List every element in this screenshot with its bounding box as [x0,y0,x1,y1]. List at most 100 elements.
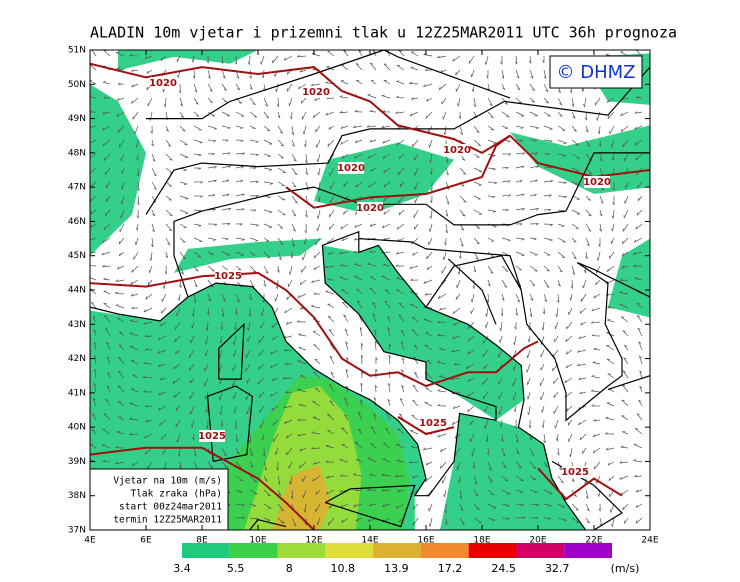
wind-arrow-head [499,339,501,343]
wind-arrow [412,475,419,479]
wind-arrow-head [288,271,291,275]
wind-arrow-head [276,104,279,107]
wind-arrow [369,503,377,507]
wind-arrow-head [396,459,400,461]
wind-arrow-head [508,153,511,156]
wind-arrow [193,97,199,105]
wind-arrow-head [619,291,623,293]
wind-arrow-head [624,344,628,347]
wind-arrow-head [578,377,582,380]
wind-arrow [605,417,615,421]
wind-arrow-head [485,324,487,328]
wind-arrow-head [299,281,302,286]
wind-arrow-head [598,243,601,247]
wind-arrow-head [544,299,547,303]
coastline [607,375,650,390]
wind-arrow [354,153,363,159]
wind-arrow-head [611,523,613,527]
wind-arrow [635,489,643,493]
wind-arrow [515,111,525,117]
wind-arrow [263,181,273,184]
wind-arrow-head [220,60,224,64]
wind-arrow [539,377,545,387]
wind-arrow [151,195,157,203]
wind-arrow [291,195,298,204]
wind-arrow [219,349,223,359]
wind-arrow [367,263,377,267]
wind-arrow [249,139,259,143]
wind-arrow-head [398,519,401,523]
wind-arrow-head [372,313,376,316]
wind-arrow-head [437,404,441,407]
lat-label: 50N [68,80,86,90]
wind-arrow [585,517,590,524]
wind-arrow [106,356,111,365]
wind-arrow-head [452,310,455,315]
wind-arrow-head [488,468,492,471]
wind-arrow-head [553,380,555,384]
wind-arrow [593,348,601,351]
wind-arrow-head [461,228,465,231]
wind-arrow-head [136,173,139,176]
wind-arrow-head [398,302,402,305]
wind-arrow [486,307,489,317]
wind-arrow-head [429,215,432,219]
lon-label: 18E [473,536,490,546]
wind-arrow [260,321,265,329]
wind-arrow [263,125,271,131]
isobar [537,467,623,501]
wind-arrow-head [219,340,222,344]
wind-arrow [193,111,200,117]
wind-arrow-head [131,269,133,273]
wind-arrow [325,445,335,449]
wind-arrow [355,489,363,491]
wind-arrow-head [633,264,637,267]
wind-arrow [165,153,173,161]
wind-arrow-head [291,144,295,147]
wind-arrow [221,223,231,225]
wind-arrow [315,503,321,512]
wind-arrow-head [637,197,640,201]
wind-arrow-head [175,407,177,411]
wind-arrow [529,125,539,129]
wind-arrow [144,433,153,439]
wind-arrow-head [136,157,139,161]
copyright-box [549,55,643,89]
legend-swatch [182,543,230,558]
wind-arrow [501,433,504,442]
wind-arrow [90,264,97,267]
wind-arrow-head [411,97,414,100]
wind-arrow-head [453,322,456,326]
wind-arrow-head [177,297,180,301]
wind-arrow [597,251,601,261]
wind-arrow [345,341,349,351]
wind-arrow [501,251,509,256]
wind-arrow-head [425,115,428,119]
wind-arrow [277,223,284,229]
wind-arrow [457,461,461,471]
wind-arrow [571,125,577,132]
wind-arrow [263,97,269,107]
wind-arrow [395,475,405,477]
wind-arrow [235,265,242,270]
coastline [249,519,287,530]
wind-arrow-head [225,139,229,142]
wind-arrow-head [129,432,133,436]
wind-arrow [175,405,181,412]
wind-arrow-head [145,419,148,423]
wind-arrow-head [373,413,377,416]
wind-arrow-head [183,183,187,185]
wind-arrow [106,181,111,188]
wind-arrow [385,427,391,435]
wind-arrow [339,459,349,463]
wind-arrow-head [493,226,497,228]
wind-arrow-head [438,86,441,90]
wind-arrow [473,209,483,215]
wind-arrow [445,517,448,525]
wind-arrow [341,289,349,295]
wind-arrow [340,125,349,129]
wind-arrow [193,83,198,93]
wind-arrow [193,307,195,317]
legend-label: 13.9 [384,562,409,575]
